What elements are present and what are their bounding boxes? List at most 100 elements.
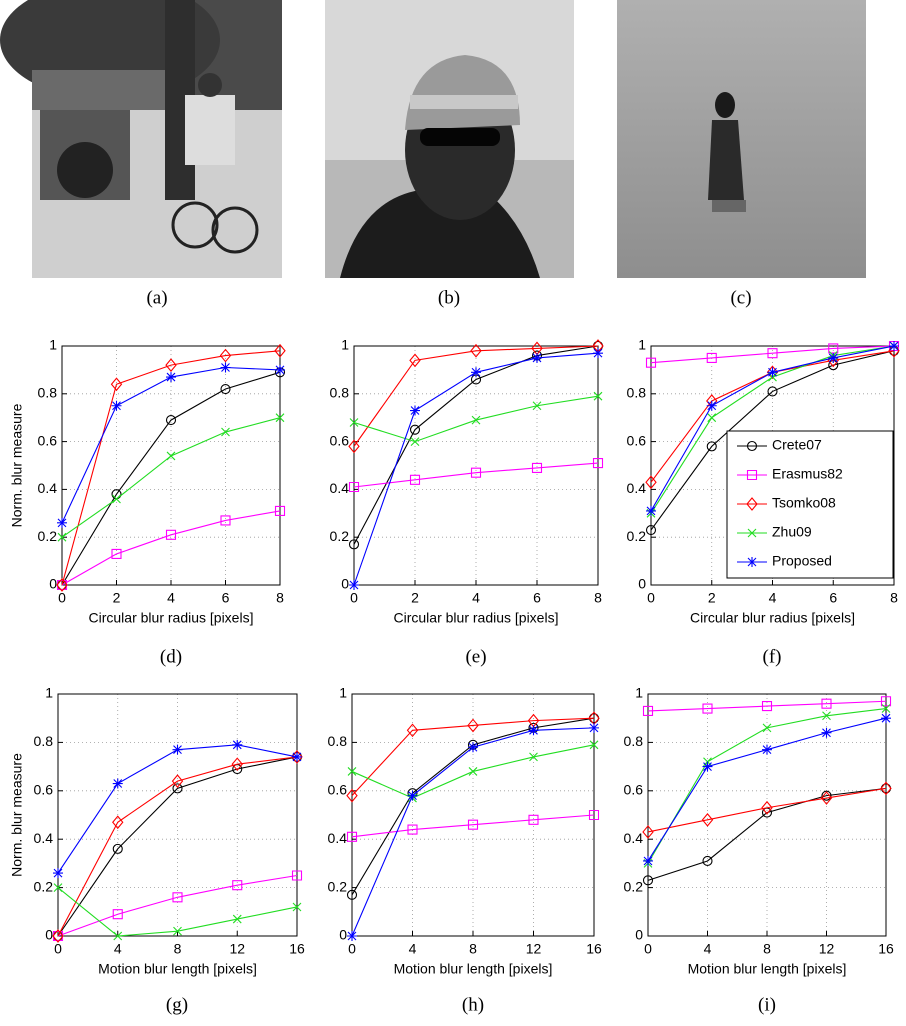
marker	[173, 745, 183, 755]
legend-label: Proposed	[772, 553, 832, 569]
x-tick-label: 6	[222, 590, 230, 606]
y-tick-label: 0.4	[34, 830, 54, 846]
x-tick-label: 0	[54, 941, 62, 957]
marker	[408, 791, 418, 801]
x-tick-label: 4	[167, 590, 175, 606]
y-tick-label: 0.8	[627, 385, 647, 401]
marker	[589, 723, 599, 733]
legend-label: Zhu09	[772, 524, 812, 540]
marker	[703, 762, 713, 772]
y-tick-label: 0.8	[38, 385, 58, 401]
x-tick-label: 2	[708, 590, 716, 606]
x-tick-label: 0	[58, 590, 66, 606]
caption: (h)	[462, 994, 484, 1015]
legend-label: Erasmus82	[772, 466, 843, 482]
marker	[232, 740, 242, 750]
x-tick-label: 2	[411, 590, 419, 606]
x-tick-label: 16	[878, 941, 894, 957]
legend-label: Tsomko08	[772, 495, 836, 511]
marker	[881, 713, 891, 723]
y-tick-label: 0.2	[627, 528, 647, 544]
marker	[275, 365, 285, 375]
marker	[166, 372, 176, 382]
y-axis-label: Norm. blur measure	[9, 403, 25, 527]
marker	[112, 401, 122, 411]
x-tick-label: 0	[647, 590, 655, 606]
y-tick-label: 0	[45, 927, 53, 943]
x-tick-label: 4	[114, 941, 122, 957]
caption: (g)	[166, 994, 188, 1015]
y-tick-label: 1	[45, 685, 53, 701]
y-tick-label: 0.2	[330, 528, 350, 544]
marker	[468, 742, 478, 752]
marker	[593, 348, 603, 358]
y-tick-label: 0.8	[624, 733, 644, 749]
y-tick-label: 0.2	[328, 878, 348, 894]
x-tick-label: 8	[890, 590, 898, 606]
caption: (f)	[763, 646, 782, 667]
y-tick-label: 1	[339, 685, 347, 701]
y-tick-label: 0.8	[328, 733, 348, 749]
y-tick-label: 0	[635, 927, 643, 943]
caption: (c)	[730, 287, 751, 308]
photo	[325, 0, 574, 278]
x-axis-label: Motion blur length [pixels]	[688, 961, 847, 977]
marker	[471, 367, 481, 377]
y-tick-label: 0.4	[627, 480, 647, 496]
x-tick-label: 4	[409, 941, 417, 957]
x-tick-label: 8	[594, 590, 602, 606]
y-tick-label: 0.6	[330, 432, 350, 448]
y-tick-label: 0.2	[38, 528, 58, 544]
y-tick-label: 0.6	[38, 432, 58, 448]
marker	[768, 367, 778, 377]
x-tick-label: 16	[289, 941, 305, 957]
marker	[292, 752, 302, 762]
photo	[617, 0, 866, 278]
x-tick-label: 4	[472, 590, 480, 606]
x-tick-label: 12	[229, 941, 245, 957]
y-tick-label: 0.6	[34, 782, 54, 798]
y-tick-label: 0	[49, 576, 57, 592]
legend-marker	[747, 557, 757, 567]
marker	[646, 506, 656, 516]
x-tick-label: 4	[769, 590, 777, 606]
y-tick-label: 0.6	[328, 782, 348, 798]
y-tick-label: 0	[341, 576, 349, 592]
marker	[762, 745, 772, 755]
x-tick-label: 0	[348, 941, 356, 957]
y-tick-label: 1	[638, 337, 646, 353]
marker	[349, 580, 359, 590]
series-line	[648, 718, 886, 861]
y-tick-label: 0	[638, 576, 646, 592]
x-tick-label: 6	[533, 590, 541, 606]
y-tick-label: 0.6	[627, 432, 647, 448]
series-line	[62, 418, 280, 538]
y-tick-label: 0.4	[624, 830, 644, 846]
y-axis-label: Norm. blur measure	[9, 753, 25, 877]
marker	[221, 363, 231, 373]
marker	[828, 353, 838, 363]
caption: (d)	[160, 646, 182, 667]
x-tick-label: 16	[586, 941, 602, 957]
x-tick-label: 8	[174, 941, 182, 957]
x-tick-label: 2	[113, 590, 121, 606]
x-axis-label: Circular blur radius [pixels]	[690, 610, 855, 626]
marker	[643, 856, 653, 866]
x-tick-label: 12	[819, 941, 835, 957]
y-tick-label: 1	[635, 685, 643, 701]
marker	[57, 518, 67, 528]
marker	[822, 728, 832, 738]
y-tick-label: 0.4	[38, 480, 58, 496]
caption: (i)	[758, 994, 776, 1015]
marker	[410, 406, 420, 416]
x-axis-label: Motion blur length [pixels]	[98, 961, 257, 977]
marker	[889, 341, 899, 351]
x-tick-label: 8	[469, 941, 477, 957]
legend-label: Crete07	[772, 437, 822, 453]
marker	[347, 931, 357, 941]
x-tick-label: 8	[763, 941, 771, 957]
y-tick-label: 0.2	[34, 878, 54, 894]
x-tick-label: 0	[350, 590, 358, 606]
marker	[233, 915, 241, 923]
x-tick-label: 8	[276, 590, 284, 606]
